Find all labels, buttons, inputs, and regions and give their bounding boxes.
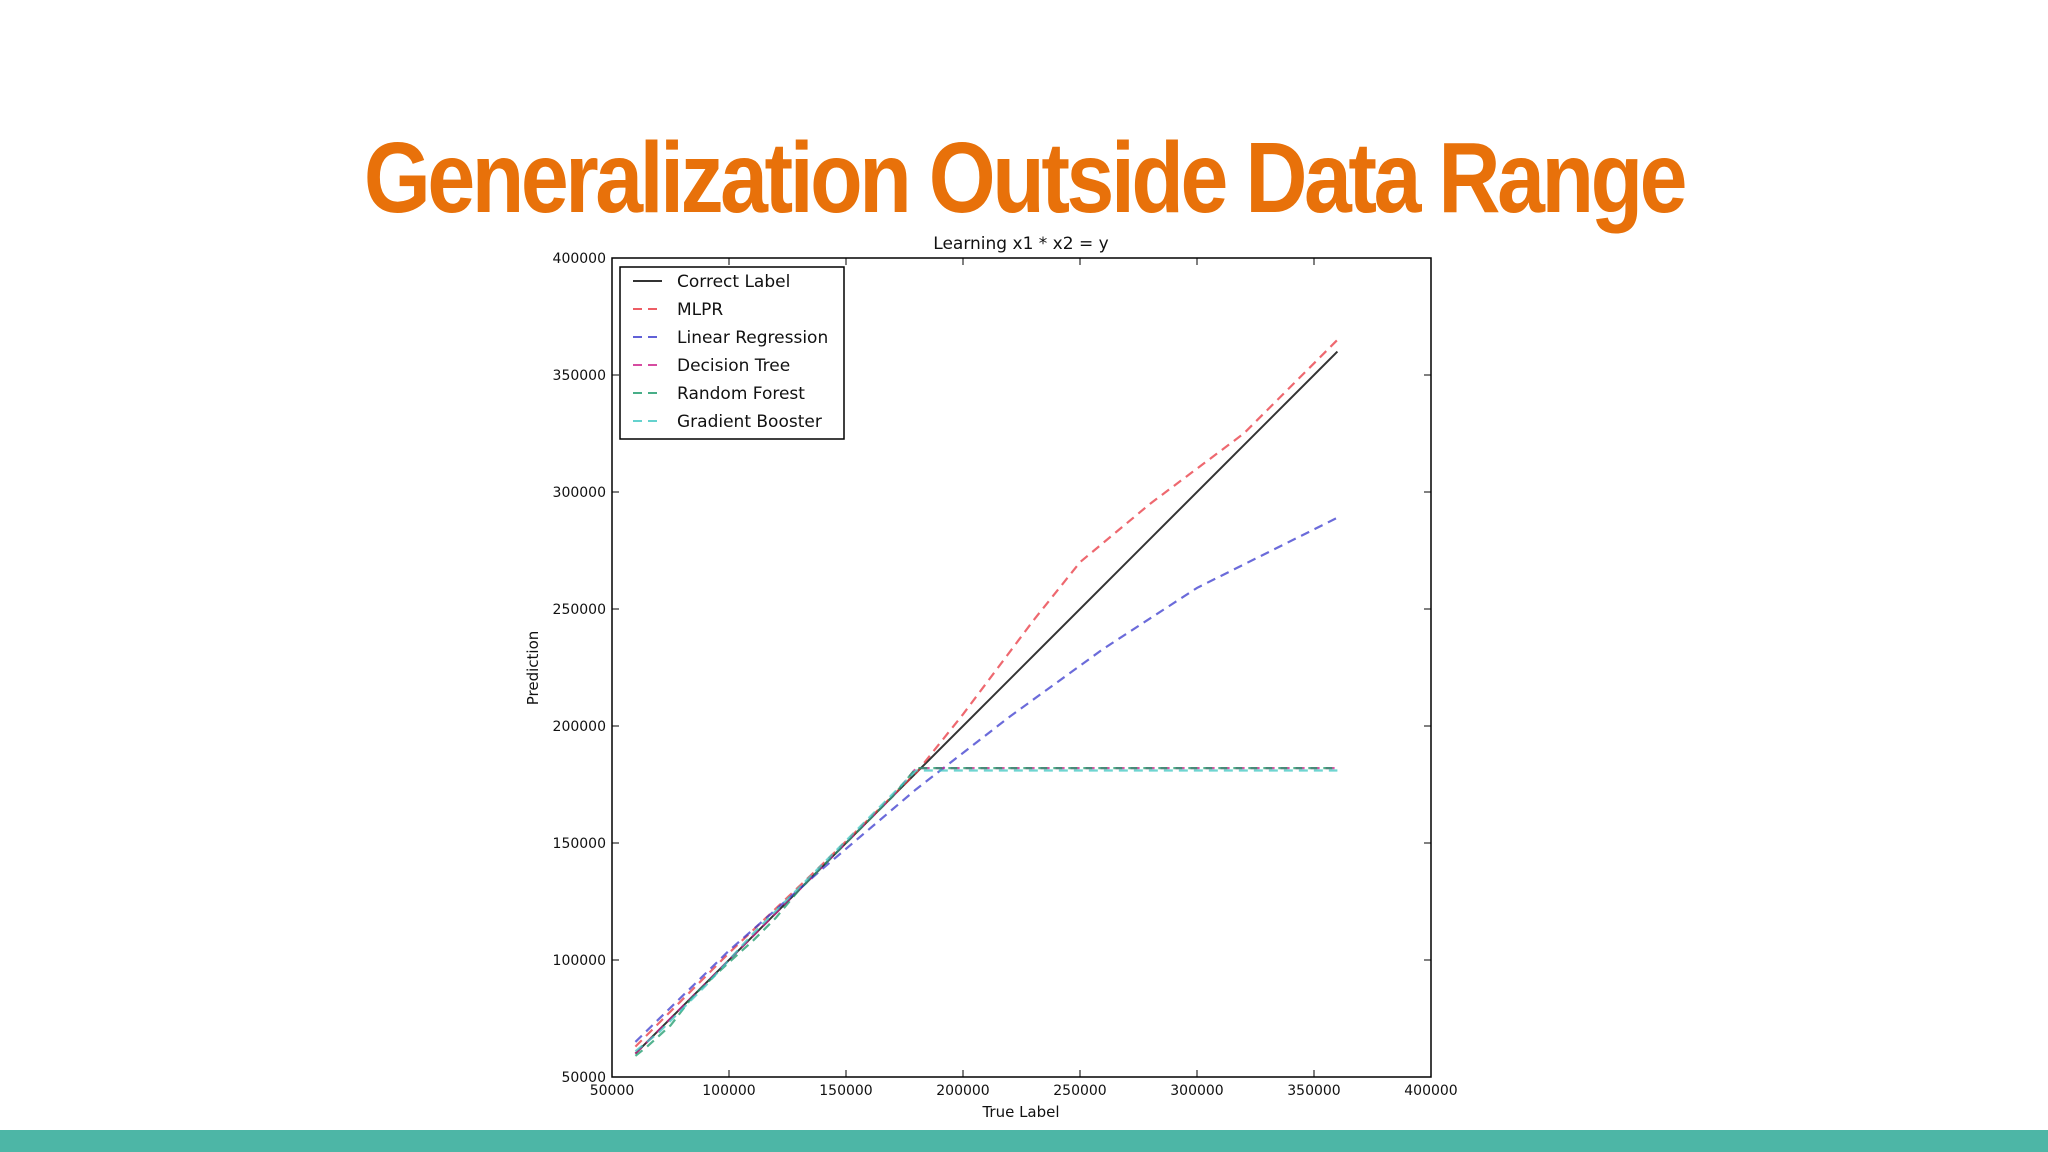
legend-label: MLPR bbox=[677, 300, 723, 320]
legend-label: Decision Tree bbox=[677, 356, 790, 376]
x-axis-label: True Label bbox=[981, 1103, 1059, 1121]
y-axis-label: Prediction bbox=[524, 631, 542, 706]
legend-label: Gradient Booster bbox=[677, 412, 822, 432]
slide-title: Generalization Outside Data Range bbox=[363, 122, 1688, 234]
legend-label: Linear Regression bbox=[677, 328, 828, 348]
series-line-random-forest bbox=[634, 766, 1338, 1057]
legend-box bbox=[619, 266, 845, 440]
y-tick-label: 350000 bbox=[553, 368, 606, 384]
series-line-gradient-booster bbox=[634, 769, 1338, 1053]
x-tick-label: 400000 bbox=[1404, 1083, 1457, 1099]
chart-title: Learning x1 * x2 = y bbox=[933, 234, 1108, 254]
y-tick-label: 200000 bbox=[553, 719, 606, 735]
x-tick-label: 100000 bbox=[702, 1083, 755, 1099]
y-tick-label: 50000 bbox=[561, 1070, 606, 1086]
y-tick-label: 150000 bbox=[553, 836, 606, 852]
x-tick-label: 350000 bbox=[1287, 1083, 1340, 1099]
axis-ticks: 50000 100000 150000 200000 250000 300000 35000… bbox=[553, 251, 1458, 1099]
y-tick-label: 300000 bbox=[553, 485, 606, 501]
series-line-decision-tree bbox=[634, 766, 1338, 1055]
legend-label: Random Forest bbox=[677, 384, 805, 404]
x-tick-label: 300000 bbox=[1170, 1083, 1223, 1099]
x-tick-label: 200000 bbox=[936, 1083, 989, 1099]
footer-bar bbox=[0, 1130, 2048, 1152]
series-line-linear-regression bbox=[634, 516, 1338, 1043]
series-line-mlpr bbox=[634, 339, 1339, 1048]
x-tick-label: 250000 bbox=[1053, 1083, 1106, 1099]
series-layer bbox=[634, 339, 1339, 1057]
y-tick-label: 400000 bbox=[553, 251, 606, 267]
legend: Correct Label MLPR Linear Regression Decisi… bbox=[619, 266, 845, 440]
x-tick-label: 50000 bbox=[590, 1083, 635, 1099]
legend-label: Correct Label bbox=[677, 272, 790, 292]
y-tick-label: 100000 bbox=[553, 953, 606, 969]
y-tick-label: 250000 bbox=[553, 602, 606, 618]
x-tick-label: 150000 bbox=[819, 1083, 872, 1099]
